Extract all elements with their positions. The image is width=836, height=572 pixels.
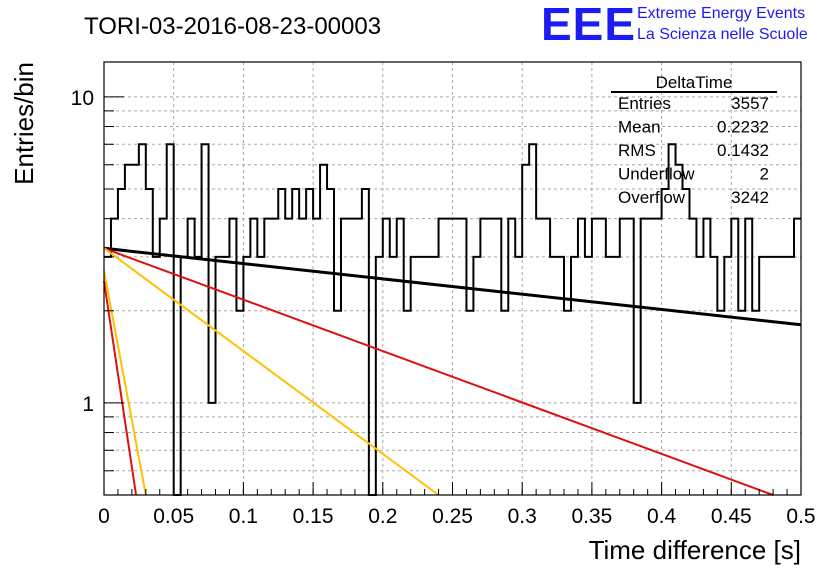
- stats-label: Mean: [618, 118, 661, 137]
- x-tick-label: 0.1: [229, 505, 258, 528]
- stats-title: DeltaTime: [656, 73, 733, 92]
- x-tick-label: 0.2: [368, 505, 397, 528]
- x-tick-labels: 0 0.05 0.1 0.15 0.2 0.25 0.3 0.35 0.4 0.45 0.5: [98, 505, 815, 528]
- x-tick-label: 0.35: [571, 505, 612, 528]
- stats-label: RMS: [618, 141, 656, 160]
- x-tick-label: 0.45: [711, 505, 752, 528]
- x-axis-label: Time difference [s]: [589, 535, 801, 565]
- fit-lines: [103, 246, 802, 496]
- stats-value: 0.1432: [717, 141, 769, 160]
- stats-value: 3557: [731, 94, 769, 113]
- fit-line-1: [103, 246, 802, 327]
- x-tick-label: 0.05: [153, 505, 194, 528]
- grid: [104, 62, 801, 496]
- x-tick-label: 0.25: [432, 505, 473, 528]
- logo-line-2: La Scienza nelle Scuole: [637, 26, 808, 43]
- chart-title: TORI-03-2016-08-23-00003: [84, 13, 381, 40]
- y-axis-label: Entries/bin: [9, 62, 39, 185]
- histogram-steps: [104, 143, 801, 496]
- x-tick-label: 0.4: [647, 505, 677, 528]
- stats-label: Overflow: [618, 188, 686, 207]
- histogram: [104, 143, 801, 496]
- stats-value: 0.2232: [717, 118, 769, 137]
- x-tick-label: 0: [98, 505, 110, 528]
- fit-line-3: [103, 247, 440, 496]
- stats-box: DeltaTime Entries 3557 Mean 0.2232 RMS 0.1432…: [611, 73, 777, 207]
- axis-ticks: [103, 96, 802, 496]
- fit-line-5: [103, 280, 138, 496]
- x-tick-label: 0.5: [786, 505, 815, 528]
- y-tick-label: 1: [82, 393, 94, 416]
- logo-mark: EEE: [541, 0, 636, 50]
- stats-label: Underflow: [618, 165, 695, 184]
- fit-line-2: [103, 247, 774, 496]
- logo-line-1: Extreme Energy Events: [637, 5, 805, 22]
- eee-logo: EEE Extreme Energy Events La Scienza nel…: [541, 0, 808, 50]
- x-tick-label: 0.15: [293, 505, 334, 528]
- stats-label: Entries: [618, 94, 671, 113]
- stats-value: 3242: [731, 188, 769, 207]
- fit-line-4: [103, 270, 147, 496]
- stats-value: 2: [760, 165, 769, 184]
- y-tick-label: 10: [71, 87, 94, 110]
- y-tick-labels: 1 10: [71, 87, 94, 416]
- x-tick-label: 0.3: [508, 505, 537, 528]
